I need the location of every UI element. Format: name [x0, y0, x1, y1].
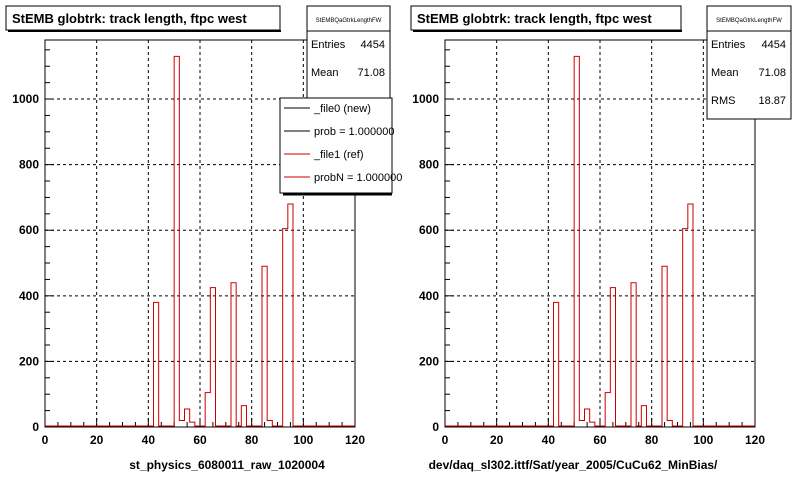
histogram-panel-1: 0 200 400 600 800 1000 0 20 40 60 80 100 120 st_physi… — [5, 5, 402, 472]
y-tick-label: 1000 — [12, 92, 39, 106]
x-tick-label: 120 — [745, 433, 765, 447]
y-tick-label: 800 — [419, 158, 439, 172]
stats-name: StEMBQaGtrkLengthFW — [716, 18, 782, 24]
y-tick-label: 600 — [419, 223, 439, 237]
histogram-panel-2: 0 200 400 600 800 1000 0 20 40 60 80 100 120 dev/daq_… — [410, 5, 792, 472]
y-tick-label: 0 — [32, 420, 39, 434]
y-tick-label: 400 — [419, 289, 439, 303]
x-tick-label: 20 — [90, 433, 104, 447]
stats-rms-value: 18.87 — [758, 95, 786, 107]
legend-label: prob = 1.000000 — [314, 126, 394, 138]
legend: _file0 (new) prob = 1.000000 _file1 (ref) p… — [279, 97, 402, 196]
stats-rms-label: RMS — [711, 95, 735, 107]
histogram-series-1 — [45, 55, 355, 427]
x-tick-label: 60 — [193, 433, 207, 447]
legend-label: probN = 1.000000 — [314, 172, 402, 184]
title-box — [5, 5, 281, 31]
x-tick-label: 120 — [345, 433, 365, 447]
stats-mean-value: 71.08 — [357, 67, 385, 79]
stats-name: StEMBQaGtrkLengthFW — [316, 18, 382, 24]
x-tick-label: 80 — [645, 433, 659, 447]
x-tick-label: 20 — [490, 433, 504, 447]
x-tick-label: 40 — [142, 433, 156, 447]
y-tick-label: 400 — [19, 289, 39, 303]
y-tick-label: 200 — [19, 354, 39, 368]
stats-mean-label: Mean — [711, 67, 739, 79]
legend-label: _file0 (new) — [313, 103, 371, 115]
x-tick-label: 0 — [442, 433, 449, 447]
legend-label: _file1 (ref) — [313, 149, 364, 161]
y-tick-label: 200 — [419, 354, 439, 368]
stats-mean-label: Mean — [311, 67, 339, 79]
y-tick-label: 0 — [432, 420, 439, 434]
title-box — [410, 5, 682, 31]
x-tick-label: 80 — [245, 433, 259, 447]
stats-box — [706, 5, 792, 120]
y-tick-label: 800 — [19, 158, 39, 172]
stats-entries-label: Entries — [311, 39, 346, 51]
stats-mean-value: 71.08 — [758, 67, 786, 79]
chart-title: StEMB globtrk: track length, ftpc west — [417, 11, 652, 26]
x-axis-label: st_physics_6080011_raw_1020004 — [129, 458, 325, 472]
x-tick-label: 0 — [42, 433, 49, 447]
stats-entries-value: 4454 — [762, 39, 786, 51]
x-tick-label: 100 — [293, 433, 313, 447]
histogram-series-1 — [445, 55, 755, 427]
stats-entries-value: 4454 — [361, 39, 385, 51]
x-axis-label: dev/daq_sl302.ittf/Sat/year_2005/CuCu62_… — [429, 458, 718, 472]
x-tick-label: 60 — [593, 433, 607, 447]
chart-title: StEMB globtrk: track length, ftpc west — [12, 11, 247, 26]
y-tick-label: 1000 — [412, 92, 439, 106]
x-tick-label: 40 — [542, 433, 556, 447]
stats-entries-label: Entries — [711, 39, 746, 51]
y-tick-label: 600 — [19, 223, 39, 237]
x-tick-label: 100 — [693, 433, 713, 447]
